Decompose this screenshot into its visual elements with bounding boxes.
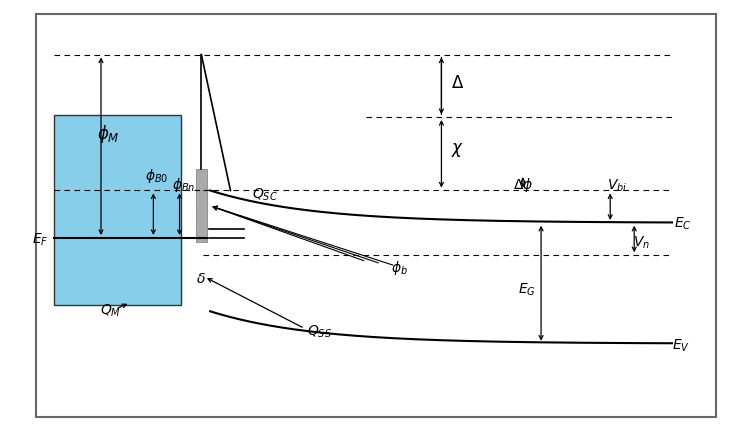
Text: $E_{F}$: $E_{F}$	[32, 232, 49, 248]
Text: $\phi_{b}$: $\phi_{b}$	[391, 259, 408, 277]
Text: $E_{G}$: $E_{G}$	[517, 281, 536, 298]
Text: $E_{V}$: $E_{V}$	[671, 337, 690, 354]
Text: $Q_{M}$: $Q_{M}$	[100, 303, 121, 319]
Bar	[54, 115, 181, 305]
Bar	[196, 169, 207, 242]
Text: $\delta$: $\delta$	[196, 272, 205, 286]
Text: $Q_{SS}$: $Q_{SS}$	[306, 323, 332, 340]
Text: $\Delta$: $\Delta$	[451, 73, 464, 92]
Text: $\phi_{M}$: $\phi_{M}$	[97, 123, 119, 146]
Text: $E_{C}$: $E_{C}$	[674, 215, 692, 232]
Text: $\phi_{Bn}$: $\phi_{Bn}$	[172, 176, 195, 194]
Text: $V_{n}$: $V_{n}$	[633, 235, 650, 251]
Text: $\phi_{B0}$: $\phi_{B0}$	[145, 167, 169, 185]
Text: $\chi$: $\chi$	[451, 141, 464, 160]
Text: $Q_{SC}$: $Q_{SC}$	[251, 187, 278, 203]
Text: $\Delta\phi$: $\Delta\phi$	[513, 176, 533, 194]
Text: $V_{bi}$: $V_{bi}$	[608, 178, 627, 194]
